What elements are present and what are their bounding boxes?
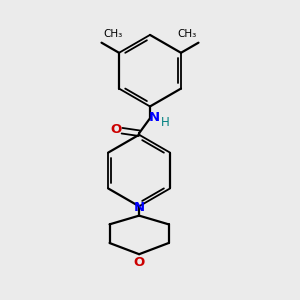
Text: N: N: [134, 201, 145, 214]
Text: H: H: [161, 116, 170, 128]
Text: N: N: [149, 111, 160, 124]
Text: O: O: [111, 123, 122, 136]
Text: CH₃: CH₃: [178, 28, 197, 39]
Text: O: O: [134, 256, 145, 269]
Text: CH₃: CH₃: [103, 28, 122, 39]
